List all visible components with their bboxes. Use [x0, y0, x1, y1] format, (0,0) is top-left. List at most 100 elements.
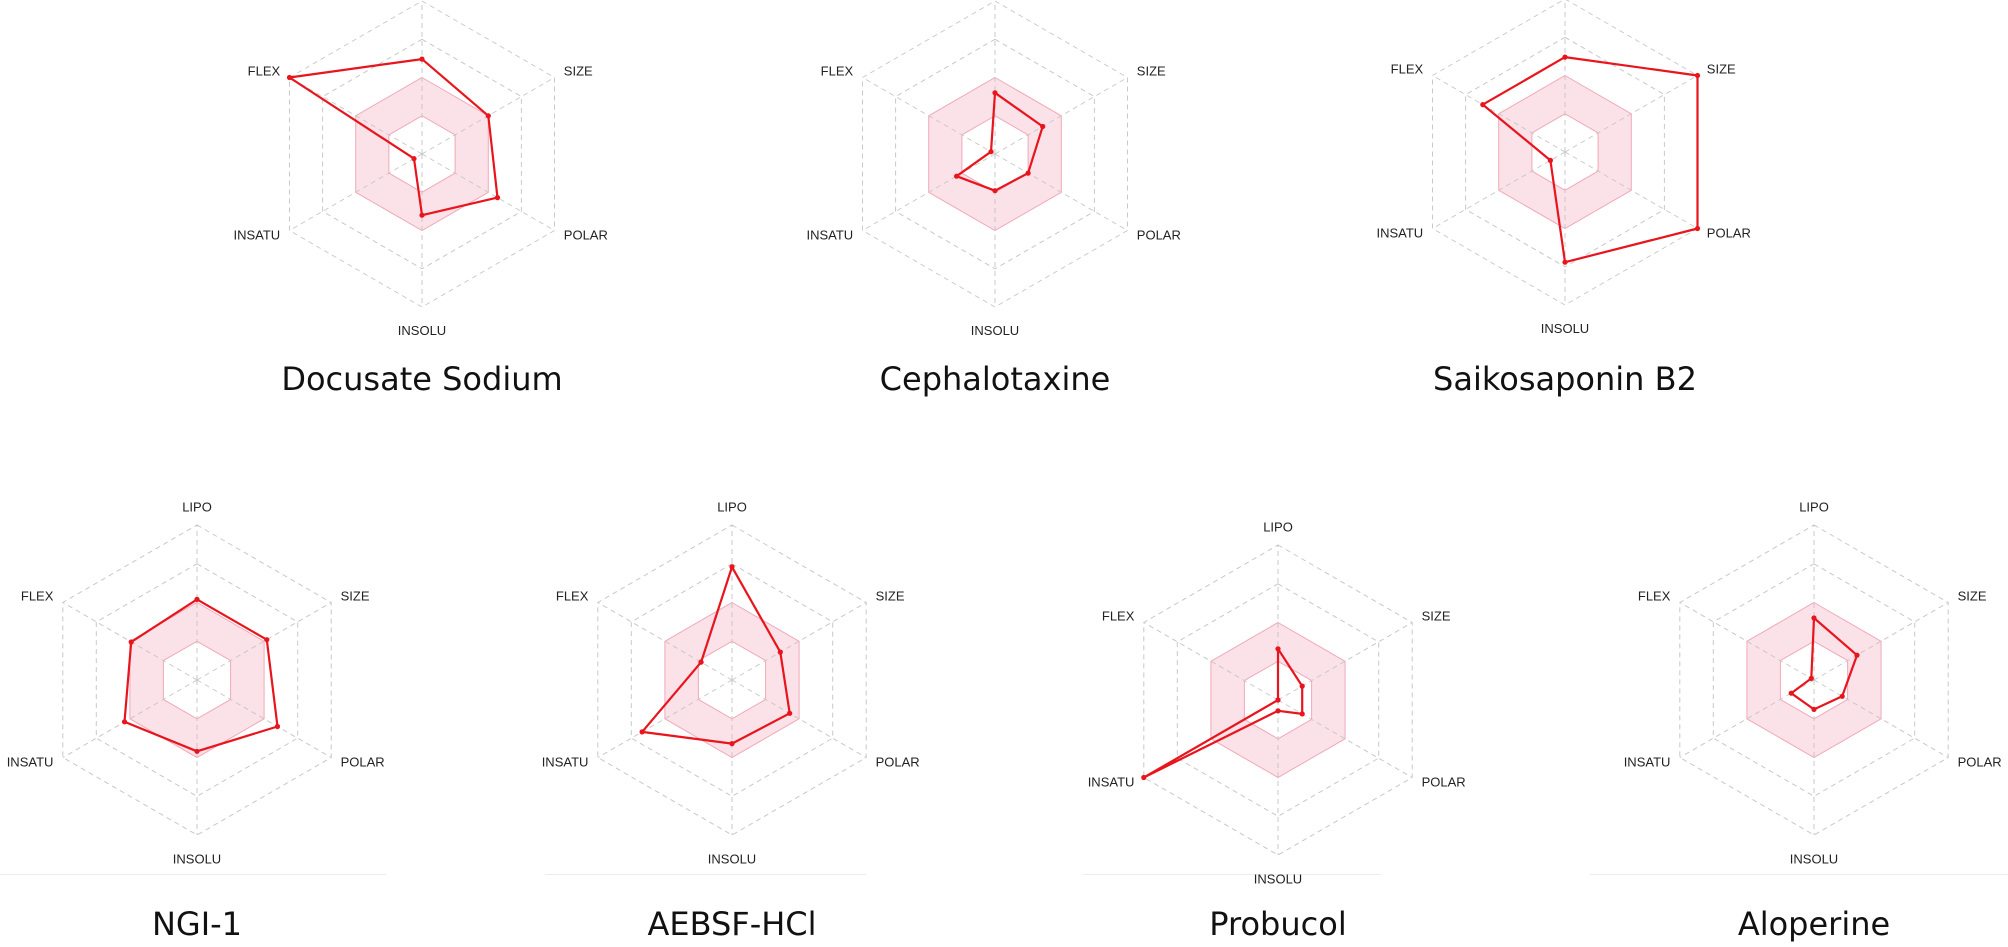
grid-spoke	[289, 153, 423, 231]
grid-spoke	[196, 679, 332, 758]
radar-panel: LIPO SIZE POLAR INSOLU INSATU FLEX Aloperine	[1624, 500, 2004, 945]
grid-spoke	[1432, 151, 1566, 229]
axis-label-insolu: INSOLU	[1541, 321, 1589, 336]
axis-label-insatu: INSATU	[1624, 754, 1671, 769]
axis-label-insolu: INSOLU	[173, 851, 221, 866]
radar-panel: LIPO SIZE POLAR INSOLU INSATU FLEX Probucol	[1088, 520, 1468, 945]
data-point-lipo	[1562, 54, 1568, 60]
axis-label-insatu: INSATU	[1376, 225, 1423, 240]
grid-spoke	[731, 602, 867, 681]
grid-spoke	[731, 679, 867, 758]
axis-label-lipo: LIPO	[1799, 500, 1829, 515]
grid-spoke	[1432, 75, 1566, 153]
data-point-polar	[787, 710, 793, 716]
grid-spoke	[1813, 679, 1949, 758]
grid-ring	[1746, 601, 1882, 759]
divider-line	[545, 874, 866, 875]
divider-line	[1590, 874, 2008, 875]
data-point-flex	[286, 74, 293, 81]
data-point-size	[1040, 123, 1046, 130]
data-point-insolu	[1275, 708, 1281, 714]
grid-spoke	[1143, 622, 1279, 701]
axis-label-insolu: INSOLU	[1790, 851, 1838, 866]
data-point-lipo	[419, 56, 425, 62]
grid-spoke	[597, 679, 733, 758]
axis-label-size: SIZE	[1958, 589, 1987, 604]
axis-label-insatu: INSATU	[806, 227, 853, 242]
grid-spoke	[597, 602, 733, 681]
data-point-flex	[1275, 697, 1281, 703]
data-point-insolu	[419, 212, 425, 218]
data-point-insolu	[1811, 706, 1817, 712]
data-point-insolu	[729, 741, 735, 747]
data-point-polar	[494, 195, 501, 201]
axis-label-insolu: INSOLU	[708, 851, 756, 866]
axis-label-flex: FLEX	[1102, 609, 1135, 624]
data-point-insatu	[1547, 157, 1553, 163]
axis-label-insolu: INSOLU	[971, 323, 1019, 338]
data-point-lipo	[729, 564, 735, 570]
grid-spoke	[62, 679, 198, 758]
chart-title: Probucol	[1209, 905, 1347, 943]
axis-label-size: SIZE	[341, 589, 370, 604]
data-point-size	[1694, 72, 1701, 79]
grid-spoke	[1277, 622, 1413, 701]
optimal-range-band	[664, 602, 800, 758]
data-point-size	[264, 637, 270, 643]
data-point-flex	[128, 639, 134, 645]
optimal-range-band	[1210, 622, 1346, 778]
axis-label-lipo: LIPO	[1263, 520, 1293, 535]
data-point-lipo	[1275, 646, 1281, 652]
data-point-insatu	[1788, 690, 1794, 696]
axis-label-polar: POLAR	[1707, 225, 1751, 240]
data-point-flex	[1808, 675, 1814, 681]
grid-spoke	[1679, 602, 1815, 681]
axis-label-insatu: INSATU	[7, 754, 54, 769]
axis-label-insolu: INSOLU	[398, 323, 446, 338]
data-point-insolu	[992, 188, 998, 194]
axis-label-flex: FLEX	[1638, 589, 1671, 604]
grid-spoke	[862, 77, 996, 155]
chart-title: Cephalotaxine	[879, 360, 1111, 398]
optimal-range-band	[1746, 602, 1882, 758]
data-point-flex	[988, 149, 994, 155]
data-point-lipo	[992, 90, 998, 96]
axis-label-polar: POLAR	[1137, 227, 1181, 242]
axis-label-insatu: INSATU	[1088, 774, 1135, 789]
data-point-insatu	[411, 156, 417, 162]
chart-title: Docusate Sodium	[281, 360, 563, 398]
optimal-range-band	[1498, 75, 1632, 229]
axis-label-polar: POLAR	[876, 754, 920, 769]
data-point-size	[777, 649, 783, 655]
grid-ring	[322, 38, 522, 270]
axis-label-insatu: INSATU	[542, 754, 589, 769]
data-point-insolu	[1562, 259, 1568, 265]
optimal-range-band	[355, 77, 489, 231]
axis-label-flex: FLEX	[821, 64, 854, 79]
radar-panel: LIPO SIZE POLAR INSOLU INSATU FLEX AEBSF-HCl	[542, 500, 922, 945]
grid-spoke	[62, 602, 198, 681]
grid-spoke	[1564, 75, 1698, 153]
data-point-flex	[698, 659, 704, 665]
axis-label-size: SIZE	[1422, 609, 1451, 624]
axis-label-size: SIZE	[1137, 64, 1166, 79]
axis-label-flex: FLEX	[248, 64, 281, 79]
grid-spoke	[196, 602, 332, 681]
axis-label-lipo: LIPO	[717, 500, 747, 515]
grid-spoke	[1813, 602, 1949, 681]
optimal-range-band	[129, 602, 265, 758]
data-point-lipo	[194, 596, 200, 602]
data-point-insolu	[194, 748, 200, 754]
data-point-insatu	[639, 729, 645, 735]
axis-label-flex: FLEX	[1391, 62, 1424, 77]
grid-spoke	[862, 153, 996, 231]
axis-label-flex: FLEX	[556, 589, 589, 604]
axis-label-polar: POLAR	[341, 754, 385, 769]
